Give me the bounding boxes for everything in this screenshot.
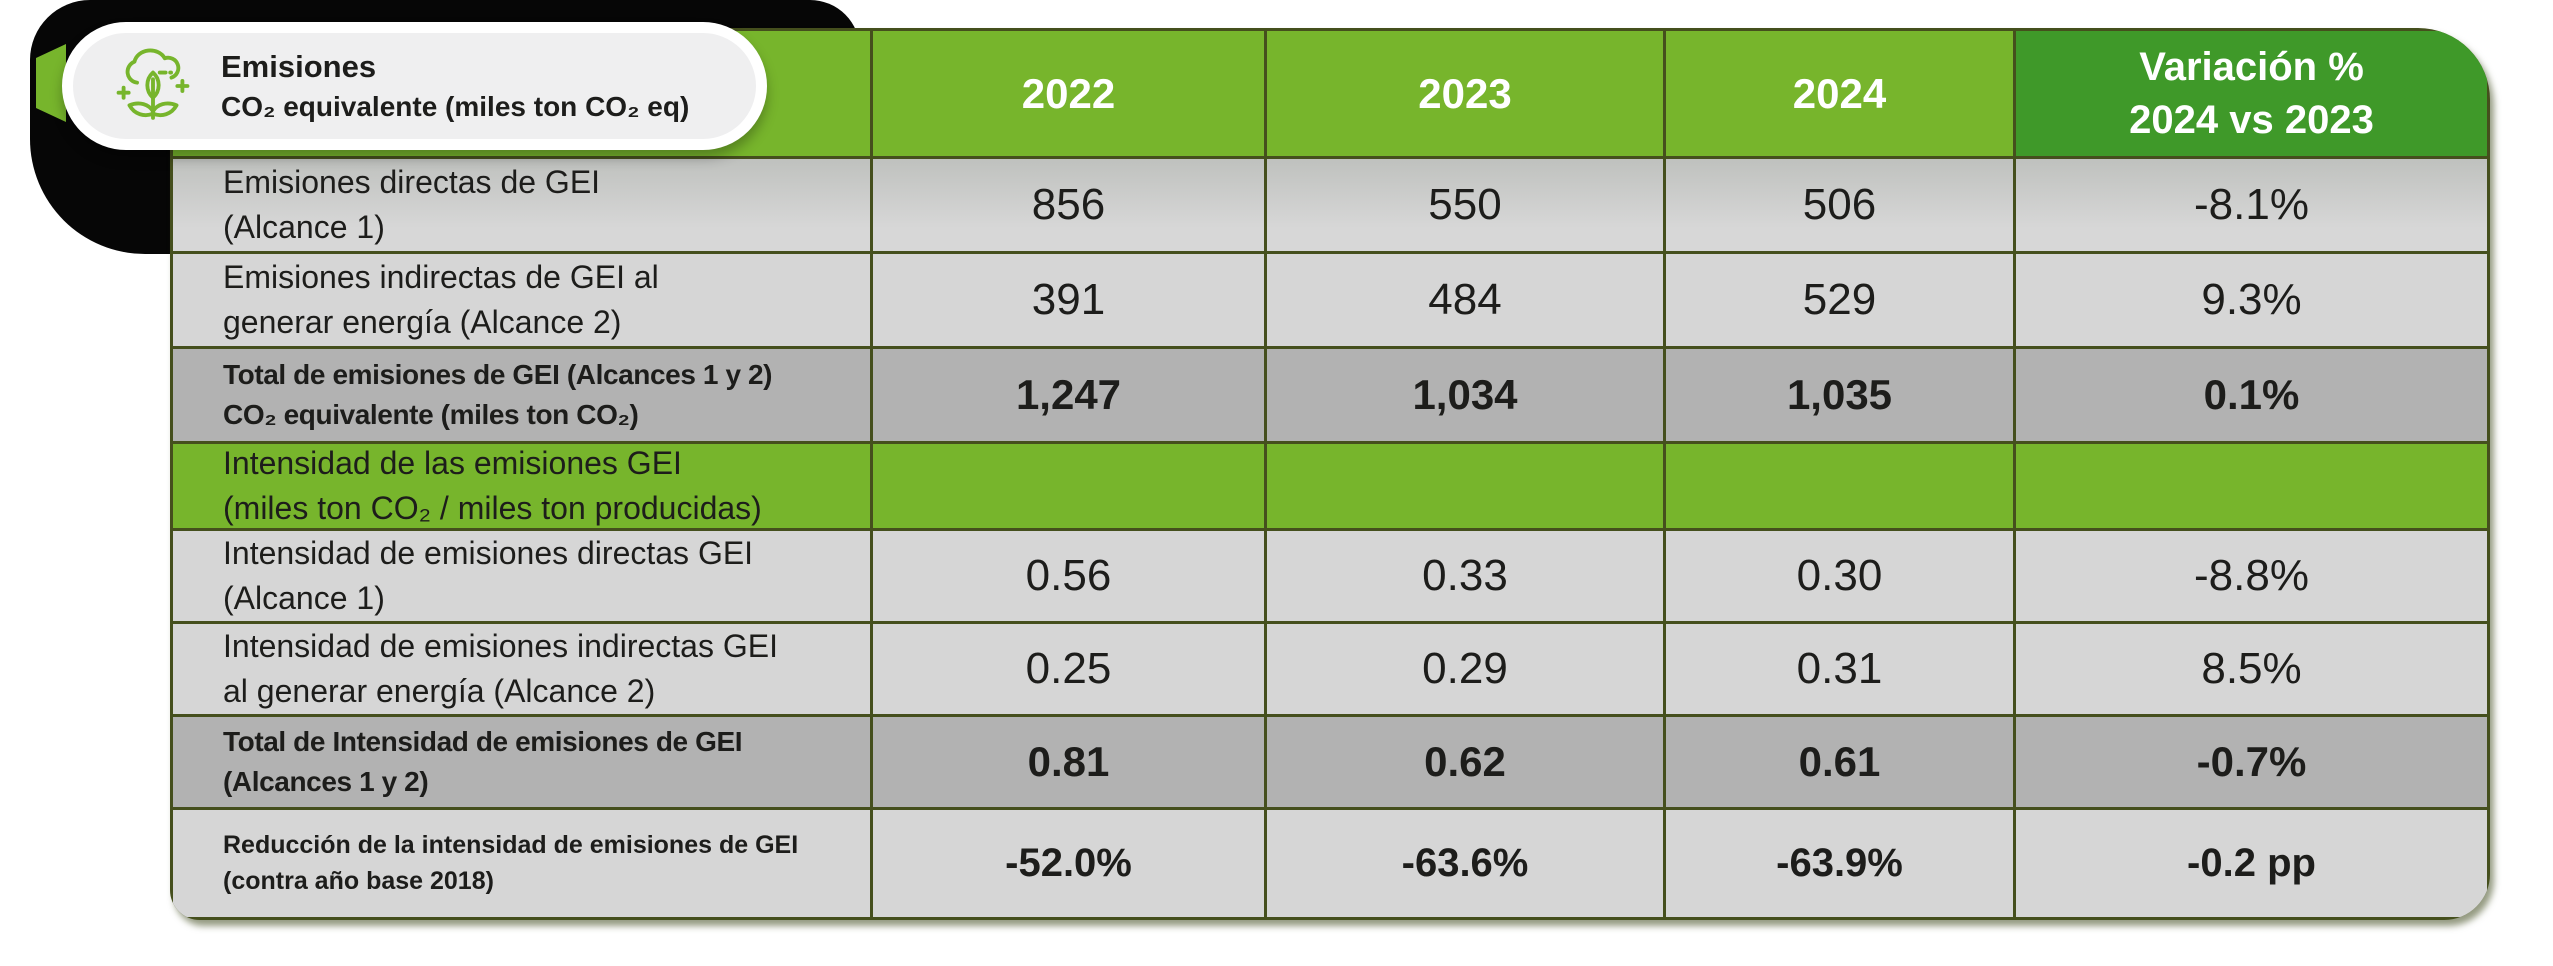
- row-label-intensidad-indirectas: Intensidad de emisiones indirectas GEI a…: [173, 624, 870, 714]
- row-label-line: (miles ton CO₂ / miles ton producidas): [223, 490, 762, 526]
- value-cell-empty: [873, 444, 1264, 528]
- row-label-line: (contra año base 2018): [223, 866, 494, 895]
- value-cell: 0.56: [873, 531, 1264, 621]
- value-cell: 0.33: [1267, 531, 1663, 621]
- row-label-emisiones-directas: Emisiones directas de GEI (Alcance 1): [173, 159, 870, 251]
- row-label-line: (Alcances 1 y 2): [223, 766, 429, 797]
- badge-text: Emisiones CO₂ equivalente (miles ton CO₂…: [221, 46, 689, 126]
- section-row-intensidad: Intensidad de las emisiones GEI (miles t…: [173, 444, 870, 528]
- value-cell: -0.2 pp: [2016, 810, 2487, 917]
- value-cell: 856: [873, 159, 1264, 251]
- value-cell: 506: [1666, 159, 2013, 251]
- row-label-line: Reducción de la intensidad de emisiones …: [223, 831, 799, 859]
- badge-subtitle: CO₂ equivalente (miles ton CO₂ eq): [221, 91, 690, 123]
- row-label-line: Intensidad de las emisiones GEI: [223, 444, 682, 481]
- value-cell: 550: [1267, 159, 1663, 251]
- variation-header-line1: Variación %: [2139, 44, 2364, 89]
- row-label-line: (Alcance 1): [223, 209, 385, 245]
- value-cell: 8.5%: [2016, 624, 2487, 714]
- badge-title: Emisiones: [221, 49, 377, 85]
- row-label-line: al generar energía (Alcance 2): [223, 673, 656, 709]
- value-cell: -0.7%: [2016, 717, 2487, 807]
- row-label-line: Emisiones indirectas de GEI al: [223, 258, 659, 295]
- row-label-line: Intensidad de emisiones indirectas GEI: [223, 627, 778, 664]
- header-cell-variation: Variación % 2024 vs 2023: [2016, 31, 2487, 156]
- row-label-line: Intensidad de emisiones directas GEI: [223, 534, 754, 571]
- value-cell: 0.29: [1267, 624, 1663, 714]
- value-cell-empty: [2016, 444, 2487, 528]
- value-cell: -8.8%: [2016, 531, 2487, 621]
- row-label-total-emisiones: Total de emisiones de GEI (Alcances 1 y …: [173, 349, 870, 441]
- header-cell-2023: 2023: [1267, 31, 1663, 156]
- value-cell: -52.0%: [873, 810, 1264, 917]
- header-cell-2022: 2022: [873, 31, 1264, 156]
- value-cell: 0.81: [873, 717, 1264, 807]
- row-label-line: Emisiones directas de GEI: [223, 163, 601, 200]
- value-cell-empty: [1666, 444, 2013, 528]
- header-cell-2024: 2024: [1666, 31, 2013, 156]
- value-cell: 0.61: [1666, 717, 2013, 807]
- value-cell: 1,034: [1267, 349, 1663, 441]
- value-cell: 0.1%: [2016, 349, 2487, 441]
- value-cell: 529: [1666, 254, 2013, 346]
- row-label-reduccion: Reducción de la intensidad de emisiones …: [173, 810, 870, 917]
- plant-cloud-icon: [116, 48, 190, 120]
- emissions-badge: Emisiones CO₂ equivalente (miles ton CO₂…: [62, 22, 767, 150]
- value-cell: 0.31: [1666, 624, 2013, 714]
- emissions-table: 2022 2023 2024 Variación % 2024 vs 2023 …: [170, 28, 2490, 920]
- row-label-line: CO₂ equivalente (miles ton CO₂): [223, 399, 639, 430]
- row-label-line: Total de emisiones de GEI (Alcances 1 y …: [223, 359, 773, 391]
- value-cell: -63.6%: [1267, 810, 1663, 917]
- value-cell: 1,035: [1666, 349, 2013, 441]
- row-label-intensidad-directas: Intensidad de emisiones directas GEI (Al…: [173, 531, 870, 621]
- row-label-total-intensidad: Total de Intensidad de emisiones de GEI …: [173, 717, 870, 807]
- value-cell-empty: [1267, 444, 1663, 528]
- row-label-line: (Alcance 1): [223, 580, 385, 616]
- value-cell: -8.1%: [2016, 159, 2487, 251]
- value-cell: 484: [1267, 254, 1663, 346]
- variation-header-line2: 2024 vs 2023: [2129, 97, 2374, 142]
- green-ribbon-accent: [36, 44, 66, 122]
- value-cell: 9.3%: [2016, 254, 2487, 346]
- value-cell: 391: [873, 254, 1264, 346]
- row-label-emisiones-indirectas: Emisiones indirectas de GEI al generar e…: [173, 254, 870, 346]
- value-cell: -63.9%: [1666, 810, 2013, 917]
- value-cell: 0.62: [1267, 717, 1663, 807]
- row-label-line: Total de Intensidad de emisiones de GEI: [223, 726, 743, 758]
- row-label-line: generar energía (Alcance 2): [223, 304, 622, 340]
- value-cell: 0.30: [1666, 531, 2013, 621]
- value-cell: 1,247: [873, 349, 1264, 441]
- value-cell: 0.25: [873, 624, 1264, 714]
